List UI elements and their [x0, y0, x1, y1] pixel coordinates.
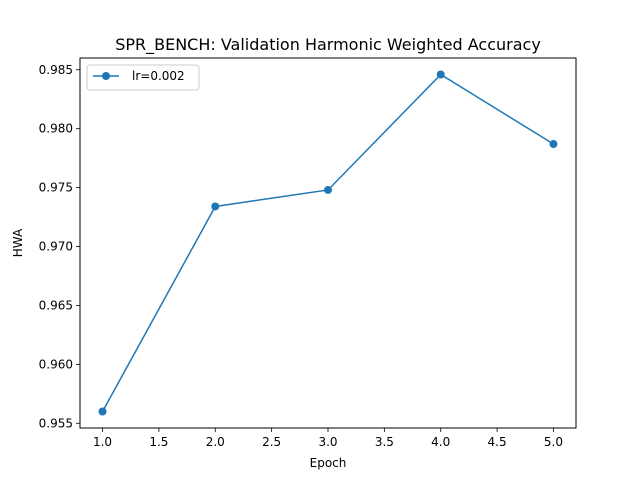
x-tick-label: 1.5 [149, 435, 168, 449]
x-axis: 1.0 1.5 2.0 2.5 3.0 3.5 4.0 4.5 5.0 [93, 428, 563, 449]
x-tick-label: 3.0 [318, 435, 337, 449]
chart-title: SPR_BENCH: Validation Harmonic Weighted … [115, 35, 541, 55]
legend-box [86, 64, 200, 91]
plot-area-frame [79, 57, 577, 429]
y-tick-label: 0.985 [39, 63, 73, 77]
x-tick-label: 1.0 [93, 435, 112, 449]
y-tick-label: 0.980 [39, 122, 73, 136]
x-axis-label: Epoch [310, 456, 347, 470]
y-tick-label: 0.960 [39, 357, 73, 371]
x-tick-label: 4.5 [488, 435, 507, 449]
data-point [211, 202, 220, 211]
x-tick-label: 2.0 [206, 435, 225, 449]
legend-label-lr-0-002: lr=0.002 [132, 69, 185, 83]
x-tick-label: 2.5 [262, 435, 281, 449]
data-point [98, 407, 107, 416]
y-axis-label: HWA [11, 228, 25, 257]
legend: lr=0.002 [86, 64, 200, 91]
y-tick-label: 0.965 [39, 298, 73, 312]
x-tick-label: 5.0 [544, 435, 563, 449]
y-tick-label: 0.955 [39, 416, 73, 430]
data-point [436, 70, 445, 79]
y-tick-label: 0.975 [39, 181, 73, 195]
y-axis: 0.955 0.960 0.965 0.970 0.975 0.980 0.985 [39, 63, 80, 430]
series-line [101, 73, 554, 412]
x-tick-label: 3.5 [375, 435, 394, 449]
y-tick-label: 0.970 [39, 240, 73, 254]
legend-marker-swatch [102, 72, 110, 80]
data-point [549, 140, 558, 149]
data-point [324, 185, 332, 194]
x-tick-label: 4.0 [431, 435, 450, 449]
series-layer [98, 70, 558, 416]
